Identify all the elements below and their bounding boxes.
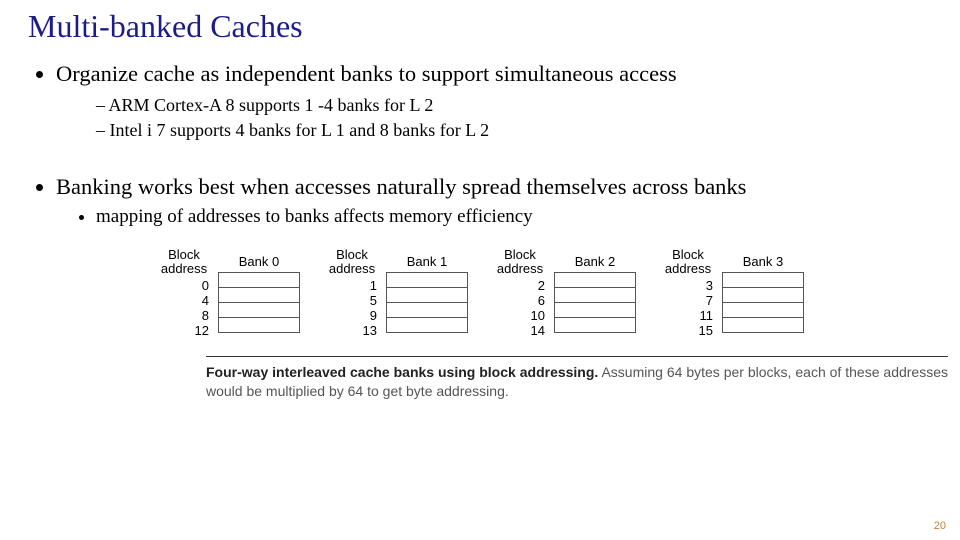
addr-3-2: 11 [700,308,714,323]
addr-1-2: 9 [370,308,377,323]
bank-cell [219,318,299,333]
addr-col-0: Block address 0 4 8 12 [156,248,212,338]
addr-1-3: 13 [363,323,377,338]
addr-0-3: 12 [195,323,209,338]
bank-cell [219,303,299,318]
addr-2-0: 2 [538,278,545,293]
addr-2-3: 14 [531,323,545,338]
addr-nums-1: 1 5 9 13 [363,278,380,338]
bank-cell [219,273,299,288]
addr-header-line2: address [161,261,207,276]
bank-label-3: Bank 3 [722,248,804,269]
bank-label-1: Bank 1 [386,248,468,269]
addr-header-line2: address [497,261,543,276]
bullet-1-sub-0: ARM Cortex-A 8 supports 1 -4 banks for L… [96,93,932,117]
bank-cell [723,288,803,303]
addr-2-1: 6 [538,293,545,308]
addr-header-line2: address [665,261,711,276]
figure-caption: Four-way interleaved cache banks using b… [206,363,948,401]
addr-0-0: 0 [202,278,209,293]
bank-cell [555,318,635,333]
bullet-2: Banking works best when accesses natural… [56,172,932,230]
bank-label-2: Bank 2 [554,248,636,269]
addr-1-1: 5 [370,293,377,308]
addr-0-1: 4 [202,293,209,308]
bank-cell [387,288,467,303]
bank-table-1: Bank 1 [386,248,468,333]
spacer [28,148,932,172]
addr-2-2: 10 [531,308,545,323]
bank-cell [555,273,635,288]
bank-cell [723,273,803,288]
bank-cell [387,273,467,288]
bank-table-0: Bank 0 [218,248,300,333]
slide-title: Multi-banked Caches [28,8,932,45]
addr-col-3: Block address 3 7 11 15 [660,248,716,338]
addr-1-0: 1 [370,278,377,293]
addr-nums-0: 0 4 8 12 [195,278,212,338]
addr-3-0: 3 [706,278,713,293]
bank-cells-1 [386,272,468,333]
bullet-list-2: Banking works best when accesses natural… [32,172,932,230]
bank-cell [555,288,635,303]
bank-diagram: Block address 0 4 8 12 Bank 0 [28,248,932,338]
addr-header-2: Block address [492,248,548,275]
bank-table-3: Bank 3 [722,248,804,333]
bank-cell [387,318,467,333]
addr-nums-2: 2 6 10 14 [531,278,548,338]
figure-caption-bold: Four-way interleaved cache banks using b… [206,364,598,380]
bullet-2-sublist: mapping of addresses to banks affects me… [78,204,932,230]
addr-3-1: 7 [706,293,713,308]
figure-caption-wrap: Four-way interleaved cache banks using b… [206,356,948,401]
bank-cells-2 [554,272,636,333]
addr-nums-3: 3 7 11 15 [699,278,716,338]
bank-group-3: Block address 3 7 11 15 Bank 3 [660,248,804,338]
bullet-list: Organize cache as independent banks to s… [32,59,932,142]
bank-group-1: Block address 1 5 9 13 Bank 1 [324,248,468,338]
addr-header-0: Block address [156,248,212,275]
bank-group-2: Block address 2 6 10 14 Bank 2 [492,248,636,338]
bank-cells-0 [218,272,300,333]
addr-header-1: Block address [324,248,380,275]
bullet-1: Organize cache as independent banks to s… [56,59,932,142]
addr-header-line2: address [329,261,375,276]
addr-col-2: Block address 2 6 10 14 [492,248,548,338]
addr-0-2: 8 [202,308,209,323]
bank-label-0: Bank 0 [218,248,300,269]
bank-cell [723,318,803,333]
bank-cell [387,303,467,318]
bank-group-0: Block address 0 4 8 12 Bank 0 [156,248,300,338]
bank-cell [555,303,635,318]
bullet-2-text: Banking works best when accesses natural… [56,174,746,199]
bullet-1-sub-1: Intel i 7 supports 4 banks for L 1 and 8… [96,118,932,142]
slide: Multi-banked Caches Organize cache as in… [0,0,960,540]
bank-cells-3 [722,272,804,333]
addr-header-3: Block address [660,248,716,275]
page-number: 20 [934,520,946,532]
addr-3-3: 15 [699,323,713,338]
addr-col-1: Block address 1 5 9 13 [324,248,380,338]
bullet-1-sublist: ARM Cortex-A 8 supports 1 -4 banks for L… [78,93,932,142]
bank-table-2: Bank 2 [554,248,636,333]
bullet-1-text: Organize cache as independent banks to s… [56,61,677,86]
bank-cell [723,303,803,318]
bullet-2-sub-0: mapping of addresses to banks affects me… [96,204,932,230]
bank-cell [219,288,299,303]
